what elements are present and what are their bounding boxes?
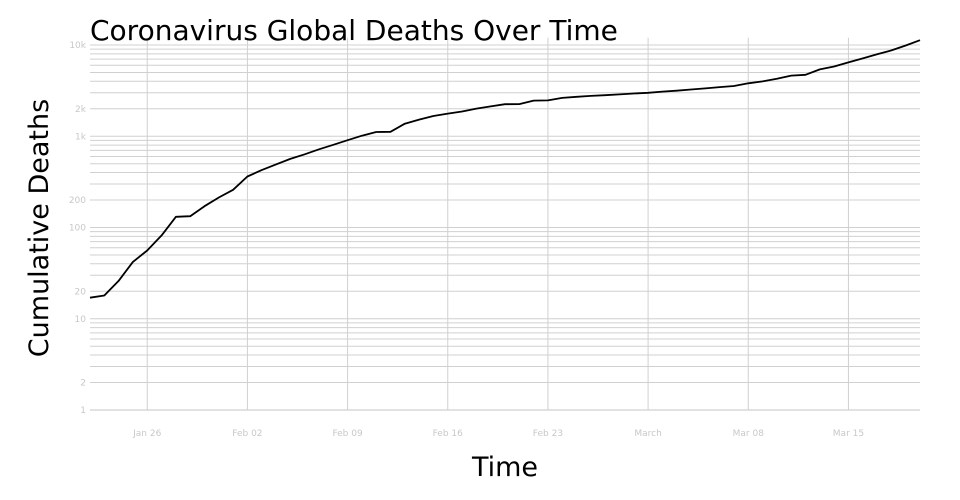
y-tick-label: 100 xyxy=(69,224,86,234)
y-tick-label: 2 xyxy=(80,379,86,389)
deaths-line xyxy=(89,39,921,299)
y-axis-ticks: 1 2 10 20 100 200 1k 2k 10k xyxy=(69,41,87,416)
x-tick-label: Mar 15 xyxy=(833,429,864,439)
y-tick-label: 2k xyxy=(75,105,87,115)
x-axis-label: Time xyxy=(471,452,538,483)
x-axis-ticks: Jan 26 Feb 02 Feb 09 Feb 16 Feb 23 March Mar 0… xyxy=(132,429,864,439)
y-tick-label: 20 xyxy=(75,287,87,297)
y-tick-label: 10k xyxy=(69,41,86,51)
grid xyxy=(90,37,920,411)
x-tick-label: Jan 26 xyxy=(132,429,161,439)
y-tick-label: 200 xyxy=(69,196,86,206)
chart-title: Coronavirus Global Deaths Over Time xyxy=(90,14,618,47)
x-tick-label: Feb 02 xyxy=(232,429,262,439)
x-tick-label: Feb 09 xyxy=(332,429,363,439)
y-tick-label: 10 xyxy=(75,315,87,325)
y-tick-label: 1 xyxy=(80,406,86,416)
y-axis-label: Cumulative Deaths xyxy=(24,99,55,357)
x-tick-label: Mar 08 xyxy=(733,429,765,439)
y-tick-label: 1k xyxy=(75,132,87,142)
x-tick-label: Feb 23 xyxy=(533,429,563,439)
x-tick-label: Feb 16 xyxy=(433,429,464,439)
x-tick-label: March xyxy=(634,429,661,439)
